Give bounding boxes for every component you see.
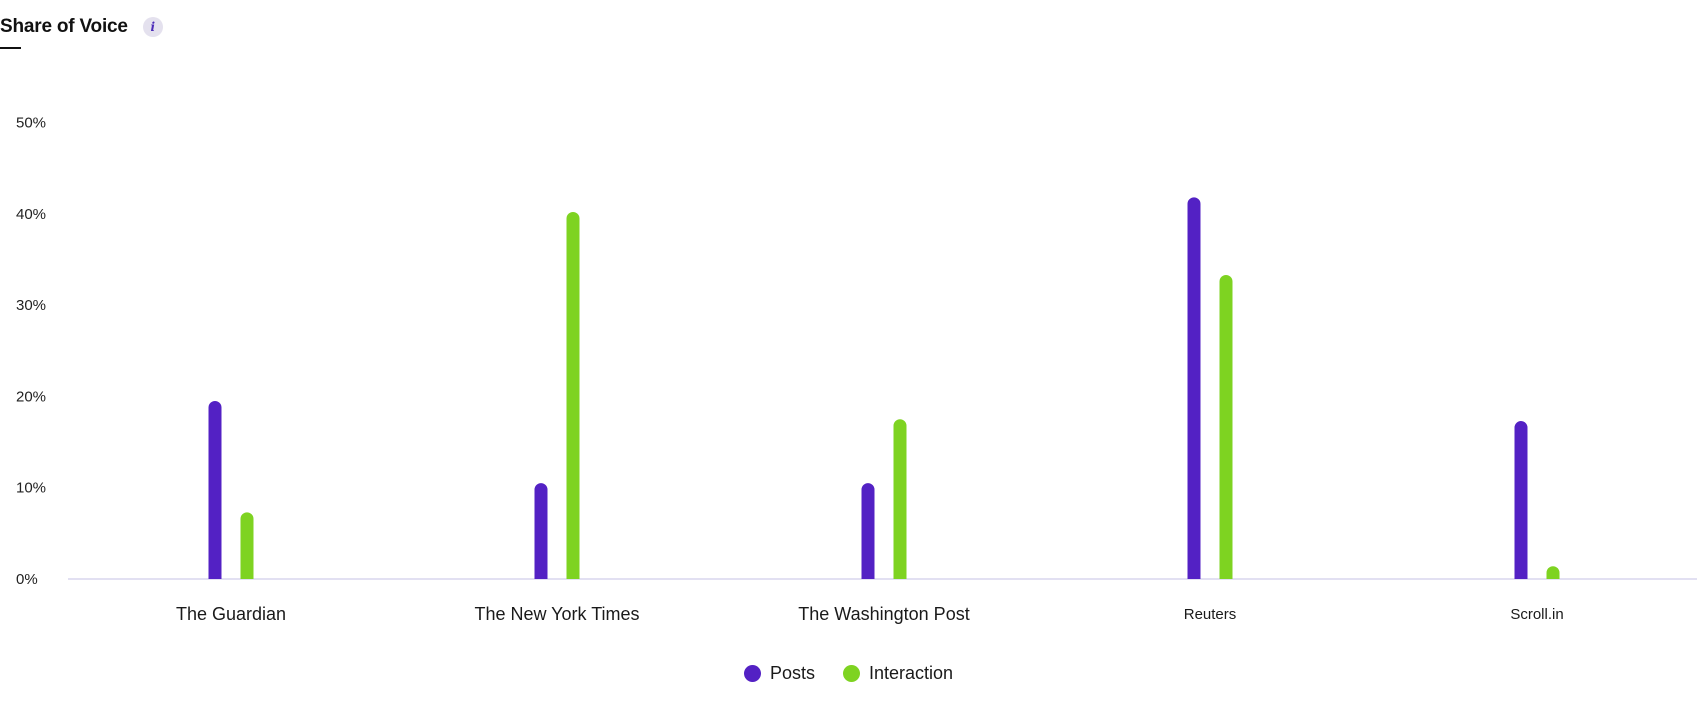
chart-header: Share of Voice i [0,16,163,38]
bar-interaction-the-new-york-times[interactable] [566,211,580,579]
x-tick-label: The Washington Post [798,604,969,624]
legend-swatch-interaction [842,665,860,682]
bar-interaction-reuters[interactable] [1219,274,1233,579]
legend-item-interaction[interactable]: Interaction [842,663,954,684]
x-tick-label: The Guardian [176,604,286,624]
chart-legend: Posts Interaction [0,663,1697,684]
bar-interaction-scroll-in[interactable] [1546,566,1560,579]
bar-posts-the-guardian[interactable] [208,400,222,579]
legend-label-interaction: Interaction [868,663,954,683]
x-tick-label: Scroll.in [1510,606,1563,623]
title-underline [0,47,21,49]
bar-interaction-the-guardian[interactable] [240,512,254,579]
y-tick-label: 50% [16,115,46,132]
y-tick-label: 30% [16,297,46,314]
y-tick-label: 10% [16,480,46,497]
x-tick-label: The New York Times [474,604,639,624]
bar-posts-the-washington-post[interactable] [861,483,875,579]
bar-posts-scroll-in[interactable] [1514,421,1528,579]
y-tick-label: 0% [16,571,38,588]
bar-interaction-the-washington-post[interactable] [893,419,907,579]
bar-posts-the-new-york-times[interactable] [534,483,548,579]
chart-title: Share of Voice [0,16,128,37]
x-tick-label: Reuters [1184,606,1237,623]
info-icon[interactable]: i [142,17,163,37]
legend-label-posts: Posts [769,663,815,683]
y-tick-label: 20% [16,388,46,405]
bar-posts-reuters[interactable] [1187,197,1201,579]
share-of-voice-chart: 0% 10% 20% 30% 40% 50% The Guardian The New Yor… [16,115,1697,624]
legend-swatch-posts [743,665,761,682]
y-tick-label: 40% [16,206,46,223]
legend-item-posts[interactable]: Posts [743,663,815,684]
